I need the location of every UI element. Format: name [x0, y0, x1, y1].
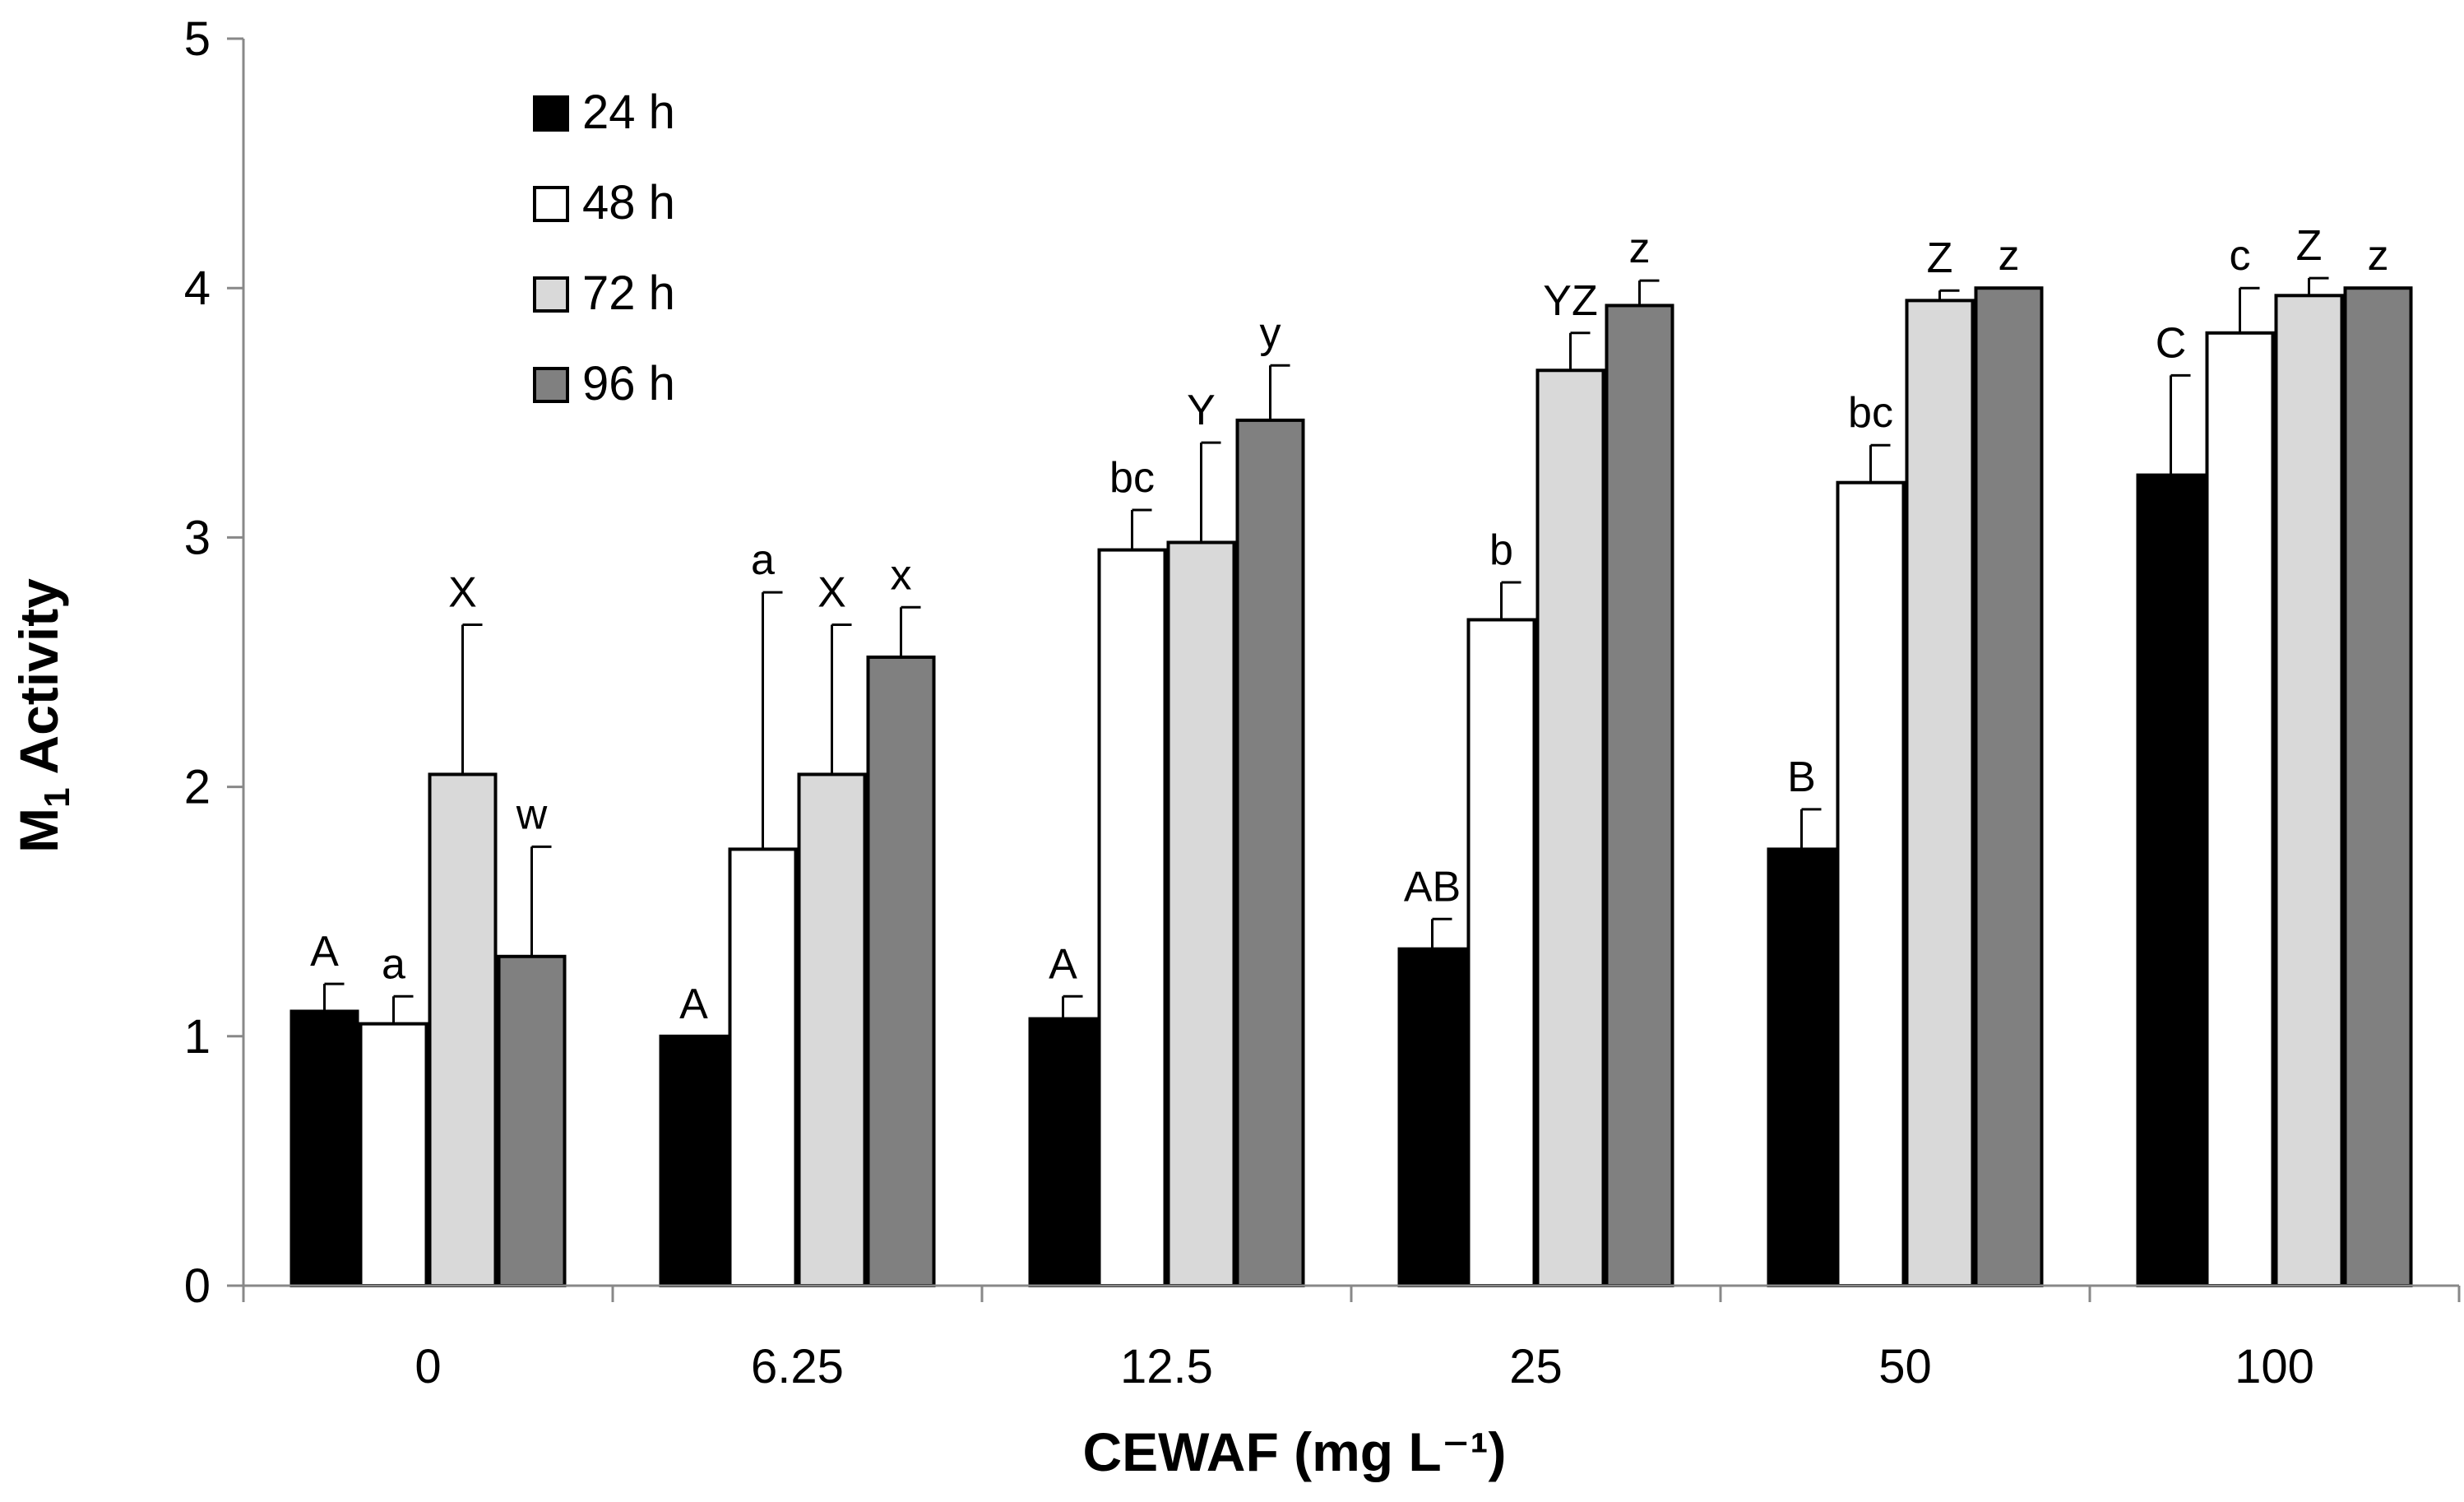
bar [1166, 540, 1236, 1287]
legend-swatch [533, 276, 569, 313]
significance-label: c [2230, 232, 2251, 280]
bar [2274, 294, 2344, 1287]
legend-swatch [533, 186, 569, 222]
significance-label: B [1787, 753, 1816, 801]
x-tick-label: 12.5 [1120, 1340, 1213, 1393]
bar [659, 1034, 729, 1288]
bar [1836, 480, 1906, 1287]
significance-label: bc [1848, 389, 1893, 437]
y-tick-label: 2 [184, 761, 211, 814]
bar [1605, 304, 1674, 1288]
significance-label: A [1049, 940, 1077, 988]
legend-swatch [533, 95, 569, 132]
significance-label: X [817, 569, 846, 617]
bar [1767, 847, 1836, 1287]
significance-label: x [891, 551, 912, 599]
bar [497, 954, 567, 1287]
bar [1235, 418, 1305, 1287]
significance-label: z [1629, 225, 1651, 272]
legend-label: 24 h [582, 86, 675, 139]
significance-label: a [751, 536, 775, 584]
legend: 24 h 48 h 72 h 96 h [533, 86, 675, 410]
significance-label: Y [1187, 387, 1216, 434]
bar [1397, 947, 1467, 1288]
x-tick-label: 50 [1878, 1340, 1932, 1393]
bar [428, 772, 498, 1287]
y-axis-title: M1 Activity [8, 578, 77, 853]
y-tick-label: 3 [184, 511, 211, 564]
y-axis-title-rest: Activity [8, 578, 69, 788]
x-tick-label: 100 [2235, 1340, 2314, 1393]
legend-label: 48 h [582, 176, 675, 229]
legend-swatch [533, 367, 569, 403]
y-tick-label: 0 [184, 1259, 211, 1313]
bar [1028, 1017, 1098, 1288]
significance-label: z [1999, 232, 2020, 280]
bar [2343, 286, 2413, 1288]
y-axis-title-subscript: 1 [37, 787, 77, 807]
significance-label: A [679, 980, 708, 1028]
y-tick-label: 1 [184, 1010, 211, 1064]
bar [728, 847, 798, 1287]
bar [2205, 331, 2275, 1287]
x-tick-label: 6.25 [751, 1340, 844, 1393]
bar [866, 655, 936, 1287]
bar [359, 1022, 428, 1287]
bar [1097, 548, 1167, 1287]
significance-label: AB [1404, 863, 1461, 911]
y-tick-label: 5 [184, 12, 211, 66]
bar [1974, 286, 2044, 1288]
bar [1905, 299, 1975, 1287]
y-tick-label: 4 [184, 262, 211, 315]
bar [1535, 369, 1605, 1288]
significance-label: b [1489, 526, 1513, 574]
significance-label: X [448, 569, 477, 617]
significance-label: w [516, 790, 548, 838]
legend-label: 72 h [582, 267, 675, 320]
bar [2136, 473, 2206, 1287]
significance-label: Z [1927, 234, 1953, 282]
significance-label: A [310, 928, 339, 976]
significance-label: y [1260, 309, 1281, 357]
x-tick-label: 0 [415, 1340, 441, 1393]
significance-label: a [382, 940, 405, 988]
significance-label: C [2156, 319, 2187, 367]
significance-label: bc [1109, 454, 1155, 502]
significance-label: Z [2296, 222, 2323, 270]
y-axis-title-main: M [8, 808, 69, 853]
significance-label: z [2368, 232, 2389, 280]
bar [797, 772, 867, 1287]
bar [289, 1009, 359, 1287]
significance-label: YZ [1543, 277, 1597, 325]
legend-label: 96 h [582, 357, 675, 410]
x-axis-title: CEWAF (mg L⁻¹) [1082, 1421, 1506, 1482]
x-tick-label: 25 [1509, 1340, 1563, 1393]
bar [1466, 618, 1536, 1287]
